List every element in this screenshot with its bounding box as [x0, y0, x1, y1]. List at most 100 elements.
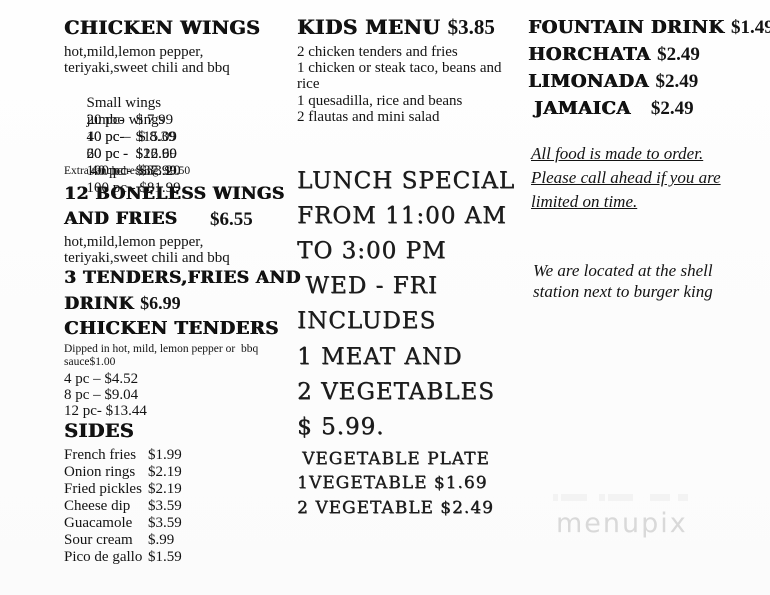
sides-row: Pico de gallo $1.59 [64, 549, 182, 566]
vegetable-plate-title: VEGETABLE PLATE [302, 449, 490, 469]
location-note-line: We are located at the shell [533, 261, 713, 280]
boneless-flavors-line1: hot,mild,lemon pepper, [64, 234, 204, 250]
column-kids-lunch: KIDS MENU $3.85 2 chicken tenders and fr… [297, 0, 517, 595]
lunch-special-line: $ 5.99. [297, 414, 385, 440]
side-price: $2.19 [148, 481, 182, 497]
watermark-artifact [608, 494, 633, 501]
ranch-dressing-note: Extra ranch dressing $0.50 [64, 165, 191, 177]
location-note-line: station next to burger king [533, 282, 713, 301]
column-drinks-info: FOUNTAIN DRINK $1.49 HORCHATA $2.49 LIMO… [528, 0, 770, 595]
lunch-special-line: 1 MEAT AND [297, 344, 463, 370]
combo-drink-label: DRINK [64, 294, 134, 314]
drink-name: JAMAICA [534, 98, 631, 119]
wings-size-headers: Small wings jumbo wings [64, 78, 207, 146]
menupix-watermark: menupix [556, 508, 688, 539]
side-price: $.99 [148, 532, 175, 548]
drink-row: FOUNTAIN DRINK $1.49 [528, 17, 770, 39]
section-title-kids-menu: KIDS MENU $3.85 [297, 15, 495, 40]
order-notice-line: Please call ahead if you are [531, 168, 721, 187]
drink-price: $2.49 [655, 71, 699, 92]
wing-flavors-line1: hot,mild,lemon pepper, [64, 44, 204, 60]
sides-row: Fried pickles $2.19 [64, 481, 182, 498]
sides-row: Guacamole $3.59 [64, 515, 182, 532]
side-price: $2.19 [148, 464, 182, 480]
jumbo-wings-price: 20 pc - $16.60 [86, 146, 177, 162]
side-price: $1.99 [148, 447, 182, 463]
kids-menu-price: $3.85 [447, 15, 495, 39]
order-notice-line: All food is made to order. [531, 144, 704, 163]
drink-row: JAMAICA $2.49 [534, 98, 694, 120]
drink-price: $1.49 [731, 17, 770, 38]
tenders-combo-line1: 3 TENDERS,FRIES AND [64, 268, 301, 288]
kids-item-line: 2 flautas and mini salad [297, 109, 440, 125]
side-name: Sour cream [64, 532, 133, 548]
side-name: Onion rings [64, 464, 136, 480]
side-price: $3.59 [148, 498, 182, 514]
lunch-special-line: LUNCH SPECIAL [297, 168, 516, 194]
sides-row: Cheese dip $3.59 [64, 498, 182, 515]
drink-name: FOUNTAIN DRINK [528, 17, 725, 38]
watermark-artifact [678, 494, 688, 501]
lunch-special-line: FROM 11:00 AM [297, 203, 507, 229]
vegetable-plate-line: 2 VEGETABLE $2.49 [297, 498, 494, 518]
drink-name: LIMONADA [528, 71, 649, 92]
wings-price-row: 20 pc- $ 7.99 10 pc – $ 8.39 [64, 95, 207, 163]
wings-price-row: 100 pc- $37.99 100 pc - $81.99 [64, 146, 207, 214]
small-wings-price: 60 pc - $22.99 [86, 146, 177, 162]
watermark-artifact [553, 494, 558, 501]
lunch-special-line: WED - FRI [297, 273, 438, 299]
watermark-artifact [599, 494, 605, 501]
watermark-artifact [561, 494, 587, 501]
tenders-price-row: 8 pc – $9.04 [64, 387, 139, 403]
side-name: Pico de gallo [64, 549, 143, 565]
small-wings-price: 100 pc- $37.99 [86, 163, 177, 179]
kids-item-line: 1 quesadilla, rice and beans [297, 93, 463, 109]
lunch-special-line: TO 3:00 PM [297, 238, 447, 264]
kids-item-line: rice [297, 76, 320, 92]
section-title-chicken-tenders: CHICKEN TENDERS [64, 318, 279, 339]
section-title-chicken-wings: CHICKEN WINGS [64, 17, 261, 39]
boneless-label: AND FRIES [64, 209, 178, 229]
kids-menu-label: KIDS MENU [297, 15, 441, 39]
side-name: Fried pickles [64, 481, 142, 497]
side-price: $3.59 [148, 515, 182, 531]
tenders-price-row: 4 pc – $4.52 [64, 371, 139, 387]
side-name: Guacamole [64, 515, 133, 531]
lunch-special-line: INCLUDES [297, 308, 437, 334]
drink-name: HORCHATA [528, 44, 651, 65]
small-wings-price: 20 pc- $ 7.99 [86, 112, 174, 128]
jumbo-wings-price: 100 pc - $81.99 [86, 180, 181, 196]
tenders-price-row: 12 pc- $13.44 [64, 403, 147, 419]
wings-price-row: 60 pc - $22.99 40 pc - $33.20 [64, 129, 207, 197]
column-chicken-wings: CHICKEN WINGS hot,mild,lemon pepper, ter… [64, 0, 300, 595]
combo-price: $6.99 [140, 293, 181, 313]
sides-row: Onion rings $2.19 [64, 464, 182, 481]
side-name: Cheese dip [64, 498, 131, 514]
boneless-wings-title-line2: AND FRIES $6.55 [64, 209, 253, 230]
wing-flavors-line2: teriyaki,sweet chili and bbq [64, 60, 230, 76]
sides-row: Sour cream $.99 [64, 532, 174, 549]
boneless-flavors-line2: teriyaki,sweet chili and bbq [64, 250, 230, 266]
tenders-combo-line2: DRINK $6.99 [64, 293, 181, 314]
tenders-note-line1: Dipped in hot, mild, lemon pepper or bbq [64, 343, 259, 355]
drink-price: $2.49 [650, 98, 694, 119]
drink-row: LIMONADA $2.49 [528, 71, 698, 93]
jumbo-wings-price: 10 pc – $ 8.39 [86, 129, 176, 145]
watermark-artifact [650, 494, 670, 501]
boneless-price: $6.55 [210, 209, 253, 230]
jumbo-wings-price: 40 pc - $33.20 [86, 163, 181, 179]
kids-item-line: 1 chicken or steak taco, beans and [297, 60, 502, 76]
sides-row: French fries $1.99 [64, 447, 182, 464]
kids-item-line: 2 chicken tenders and fries [297, 44, 458, 60]
drink-price: $2.49 [657, 44, 700, 65]
vegetable-plate-line: 1VEGETABLE $1.69 [297, 473, 488, 493]
lunch-special-line: 2 VEGETABLES [297, 379, 495, 405]
side-price: $1.59 [148, 549, 182, 565]
jumbo-wings-header: jumbo wings [86, 112, 165, 128]
small-wings-price: 40 pc- $15.09 [86, 129, 177, 145]
boneless-wings-title-line1: 12 BONELESS WINGS [64, 184, 285, 204]
tenders-note-line2: sauce$1.00 [64, 356, 116, 368]
small-wings-header: Small wings [86, 95, 162, 111]
wings-price-row: 40 pc- $15.09 20 pc - $16.60 [64, 112, 207, 180]
